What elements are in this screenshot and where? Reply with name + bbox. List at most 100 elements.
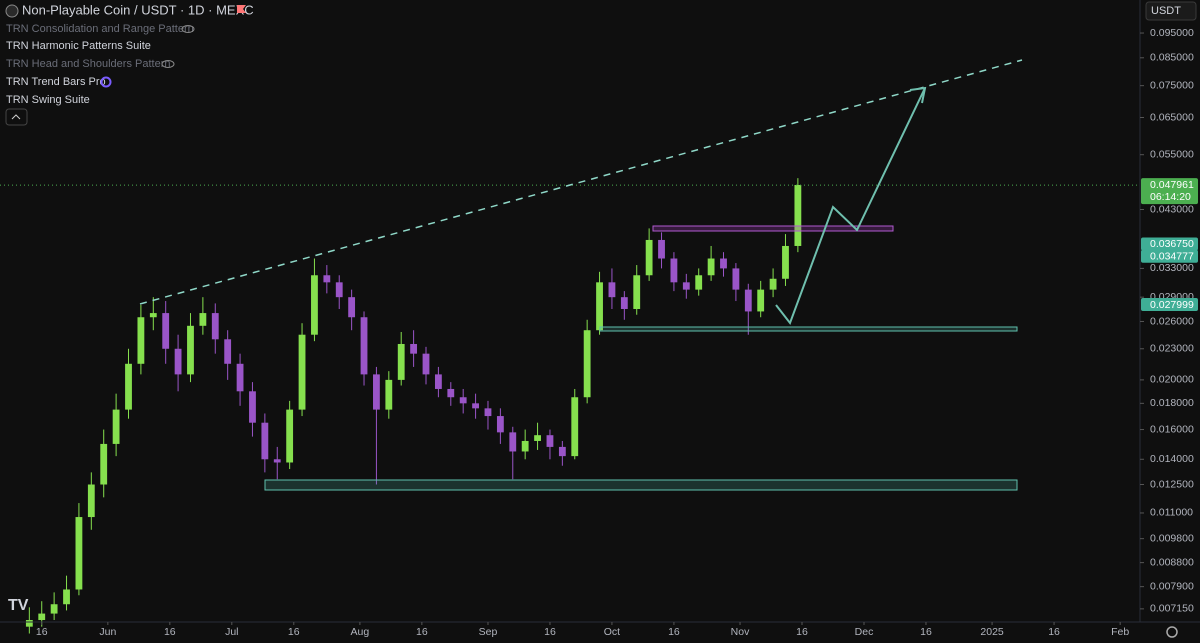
y-tick-label: 0.020000 xyxy=(1150,374,1194,386)
x-tick-label: Jun xyxy=(99,626,116,638)
candle-body xyxy=(224,339,232,364)
candle-body xyxy=(348,297,356,318)
x-tick-label: 16 xyxy=(796,626,808,638)
indicator-name[interactable]: TRN Harmonic Patterns Suite xyxy=(6,40,151,52)
y-tick-label: 0.009800 xyxy=(1150,532,1194,544)
countdown: 06:14:20 xyxy=(1150,191,1191,203)
candle-body xyxy=(100,443,108,485)
candle-body xyxy=(397,343,405,380)
price-tag-label: 0.036750 xyxy=(1150,238,1194,250)
candle-body xyxy=(571,397,579,457)
candle-body xyxy=(273,459,281,463)
candle-body xyxy=(769,278,777,290)
y-tick-label: 0.085000 xyxy=(1150,52,1194,64)
candle-body xyxy=(125,363,132,410)
currency-button[interactable] xyxy=(1145,1,1197,21)
candle-body xyxy=(360,317,368,375)
visibility-icon[interactable] xyxy=(181,25,195,33)
candle-body xyxy=(608,282,616,298)
candle-body xyxy=(596,282,603,331)
y-tick-label: 0.008800 xyxy=(1150,556,1194,568)
visibility-icon[interactable] xyxy=(161,60,175,68)
candle-body xyxy=(434,374,442,389)
candle-body xyxy=(484,408,492,417)
x-tick-label: Sep xyxy=(479,626,498,638)
candle-body xyxy=(410,343,418,354)
y-tick-label: 0.014000 xyxy=(1150,453,1194,465)
x-tick-label: Dec xyxy=(855,626,874,638)
x-tick-label: 2025 xyxy=(980,626,1004,638)
x-tick-label: Feb xyxy=(1111,626,1129,638)
symbol-icon xyxy=(5,4,19,18)
y-tick-label: 0.007900 xyxy=(1150,580,1194,592)
support-zone xyxy=(599,326,1018,332)
price-tag-label: 0.027999 xyxy=(1150,299,1194,311)
candle-body xyxy=(422,353,430,375)
y-tick-label: 0.095000 xyxy=(1150,27,1194,39)
x-tick-label: 16 xyxy=(1048,626,1060,638)
price-tag-label: 0.047961 xyxy=(1150,179,1194,191)
y-tick-label: 0.007150 xyxy=(1150,603,1194,615)
logo[interactable]: TV xyxy=(8,597,29,614)
candle-body xyxy=(311,275,318,335)
candle-body xyxy=(38,613,46,621)
candle-body xyxy=(335,282,343,298)
collapse-icon xyxy=(11,114,21,120)
candle-body xyxy=(707,258,715,276)
candle-body xyxy=(670,258,678,283)
y-tick-label: 0.018000 xyxy=(1150,397,1194,409)
indicator-name[interactable]: TRN Swing Suite xyxy=(6,94,90,106)
settings-icon[interactable] xyxy=(1166,626,1178,638)
currency-label[interactable]: USDT xyxy=(1151,5,1181,17)
x-tick-label: Nov xyxy=(731,626,750,638)
y-tick-label: 0.016000 xyxy=(1150,423,1194,435)
candle-body xyxy=(286,409,294,463)
x-tick-label: 16 xyxy=(164,626,176,638)
candle-body xyxy=(236,363,244,392)
x-tick-label: 16 xyxy=(288,626,300,638)
candle-body xyxy=(137,317,145,364)
x-tick-label: Aug xyxy=(351,626,370,638)
indicator-name[interactable]: TRN Head and Shoulders Pattern xyxy=(6,58,170,70)
y-tick-label: 0.075000 xyxy=(1150,79,1194,91)
candle-body xyxy=(583,330,591,398)
candle-body xyxy=(63,589,70,605)
collapse-button[interactable] xyxy=(5,108,28,126)
candle-body xyxy=(112,409,120,444)
candle-body xyxy=(261,422,269,460)
candle-body xyxy=(658,239,665,259)
indicator-name[interactable]: TRN Consolidation and Range Pattern xyxy=(6,23,194,35)
candle-body xyxy=(249,391,256,423)
indicator-name[interactable]: TRN Trend Bars Pro xyxy=(6,76,106,88)
flag-icon[interactable] xyxy=(237,5,246,13)
y-tick-label: 0.026000 xyxy=(1150,315,1194,327)
y-tick-label: 0.012500 xyxy=(1150,478,1194,490)
price-tag xyxy=(1141,297,1198,311)
candle-body xyxy=(558,446,566,457)
candle-body xyxy=(509,432,517,452)
candle-body xyxy=(633,275,641,309)
symbol-title: Non-Playable Coin / USDT · 1D · MEXC xyxy=(22,2,254,17)
candle-body xyxy=(447,388,455,398)
candle-body xyxy=(87,484,95,518)
loading-icon xyxy=(100,76,112,88)
candle-body xyxy=(782,245,789,279)
candle-body xyxy=(496,416,504,433)
candle-body xyxy=(534,435,541,441)
price-tag xyxy=(1141,178,1198,205)
candle-body xyxy=(720,258,727,269)
candle-body xyxy=(187,325,194,375)
candle-body xyxy=(323,275,331,283)
candle-body xyxy=(149,313,157,318)
candle-body xyxy=(620,297,628,309)
candle-body xyxy=(682,282,690,290)
x-tick-label: 16 xyxy=(668,626,680,638)
trend-line xyxy=(139,59,1023,305)
y-tick-label: 0.065000 xyxy=(1150,111,1194,123)
y-tick-label: 0.055000 xyxy=(1150,148,1194,160)
price-tag-label: 0.034777 xyxy=(1150,251,1194,263)
candle-body xyxy=(199,313,207,326)
resistance-zone xyxy=(652,225,894,232)
candle-body xyxy=(472,403,479,409)
